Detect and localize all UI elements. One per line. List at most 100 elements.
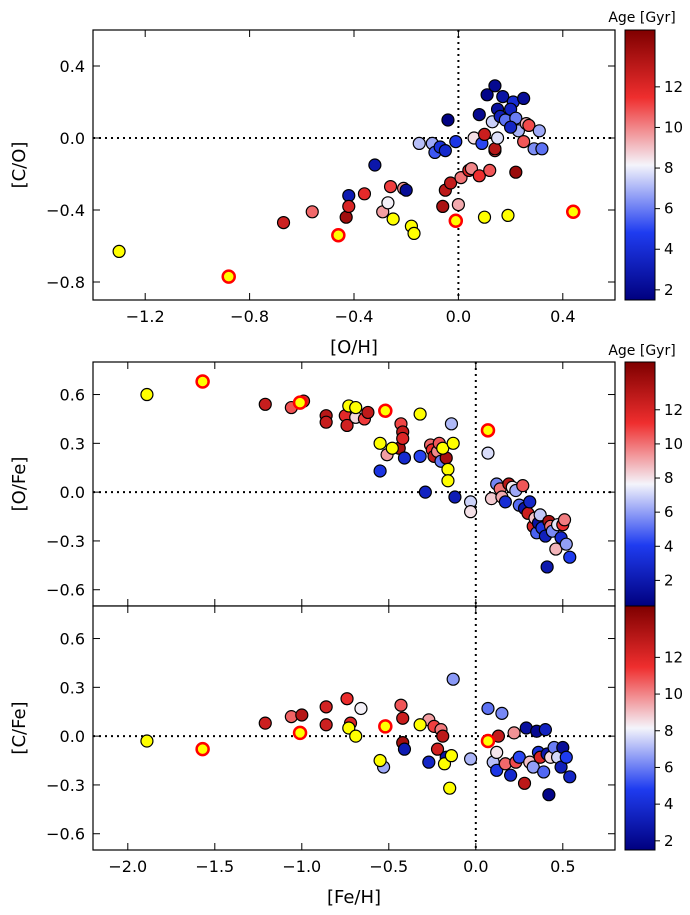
panel-co-vs-oh: −1.2 −0.8 −0.4 0.0 0.4 −0.8−0.40.00.4 [O/H] … [9, 10, 683, 358]
data-point [319, 718, 333, 732]
yellow-data-point [140, 387, 154, 402]
y-axis-label: [O/Fe] [9, 457, 30, 512]
y-tick-label: 0.3 [60, 678, 85, 697]
highlighted-data-point [221, 269, 236, 284]
yellow-data-point [373, 436, 387, 450]
x-axis-label: [O/H] [330, 337, 378, 358]
yellow-data-point [501, 208, 515, 222]
colorbar-tick-label: 4 [664, 537, 674, 555]
data-point [535, 142, 549, 156]
yellow-data-point [140, 734, 154, 748]
data-point [522, 118, 536, 133]
highlighted-data-point [480, 733, 496, 749]
data-point [342, 199, 356, 213]
data-point [559, 537, 573, 551]
yellow-data-point [385, 441, 399, 455]
data-points [140, 672, 577, 802]
data-point [563, 770, 577, 784]
data-point [538, 723, 553, 737]
data-point [449, 135, 463, 149]
highlighted-data-point [292, 725, 308, 741]
x-axis-ticks: −1.2 −0.8 −0.4 0.0 0.4 [126, 30, 576, 326]
y-tick-label: 0.4 [60, 57, 85, 76]
data-point [516, 479, 530, 493]
colorbar-ticks: 2 4 6 8 10 12 [655, 401, 683, 589]
y-tick-label: −0.6 [46, 581, 85, 600]
data-point [463, 505, 478, 519]
data-point [496, 89, 510, 104]
data-point [517, 135, 531, 149]
y-axis-label: [C/Fe] [9, 701, 30, 754]
colorbar-tick-label: 8 [664, 722, 674, 740]
data-point [441, 113, 455, 127]
yellow-data-point [112, 244, 126, 258]
y-tick-label: −0.3 [46, 532, 85, 551]
panel-cfe-vs-feh: −2.0 −1.5 −1.0 −0.5 0.0 0.5 −0.6 −0.3 0.0 0.3 0.6… [9, 605, 683, 908]
colorbar-ticks: 2 4 6 8 10 12 [655, 78, 683, 299]
data-point [483, 163, 497, 177]
y-axis-ticks: −0.8 −0.4 0.0 0.4 [46, 57, 615, 292]
data-points [140, 374, 577, 574]
colorbar-tick-label: 2 [664, 281, 674, 299]
yellow-data-point [349, 400, 363, 415]
x-axis-ticks [127, 362, 564, 606]
yellow-data-point [441, 462, 455, 476]
highlighted-data-point [378, 719, 393, 734]
yellow-data-point [413, 407, 427, 421]
data-point [523, 495, 537, 509]
data-point [340, 418, 354, 433]
colorbar: 2 4 6 8 10 12 [624, 605, 683, 851]
data-point [361, 405, 375, 420]
yellow-data-point [413, 718, 427, 732]
data-point [488, 79, 502, 93]
data-point [443, 176, 458, 190]
data-point [472, 169, 486, 183]
data-point [436, 199, 450, 213]
data-point [559, 750, 573, 764]
x-tick-label: −0.5 [369, 857, 408, 876]
highlighted-data-point [331, 227, 346, 243]
yellow-data-point [477, 210, 492, 224]
data-point [446, 672, 460, 686]
data-point [339, 210, 353, 224]
data-point [258, 716, 272, 730]
data-point [472, 107, 486, 122]
colorbar-gradient [624, 29, 656, 301]
data-point [413, 449, 427, 463]
highlighted-data-point [195, 741, 210, 757]
data-point [383, 180, 398, 194]
data-point [488, 142, 502, 156]
x-tick-label: −2.0 [108, 857, 147, 876]
data-point [340, 692, 354, 706]
x-tick-label: −0.4 [335, 307, 374, 326]
data-point [490, 763, 504, 777]
y-tick-label: 0.3 [60, 434, 85, 453]
colorbar-tick-label: 6 [664, 758, 674, 776]
colorbar-tick-label: 6 [664, 503, 674, 521]
colorbar-tick-label: 10 [664, 118, 683, 136]
x-tick-label: 0.5 [550, 857, 575, 876]
data-point [542, 788, 556, 802]
data-point [557, 513, 572, 527]
colorbar-title: Age [Gyr] [608, 10, 675, 26]
data-point [532, 124, 546, 138]
y-axis-ticks: −0.6 −0.3 0.0 0.3 0.6 [46, 630, 615, 844]
highlighted-data-point [480, 423, 496, 438]
data-point [373, 464, 387, 478]
x-axis-ticks: −2.0 −1.5 −1.0 −0.5 0.0 0.5 [108, 606, 576, 876]
data-point [295, 708, 309, 722]
y-tick-label: −0.4 [46, 201, 85, 220]
data-point [517, 776, 532, 790]
yellow-data-point [441, 474, 455, 488]
reference-lines [93, 362, 615, 606]
plot-frame [92, 29, 616, 301]
data-point [319, 700, 333, 714]
colorbar: Age [Gyr] 2 4 6 8 10 12 [608, 343, 683, 607]
data-point [537, 765, 551, 779]
data-point [509, 165, 523, 179]
colorbar: Age [Gyr] 2 4 6 8 10 12 [608, 10, 683, 301]
data-point [258, 397, 272, 411]
data-point [319, 415, 333, 429]
data-point [504, 120, 518, 134]
